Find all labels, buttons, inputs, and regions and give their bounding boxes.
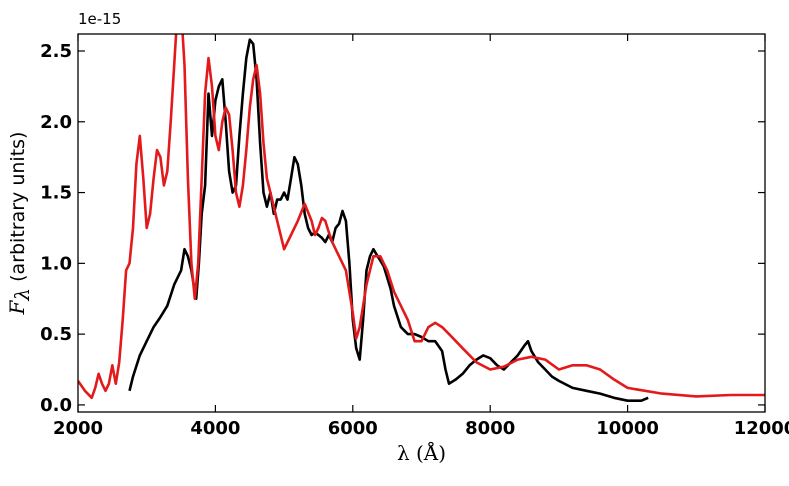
x-tick-label: 8000 — [465, 418, 515, 439]
x-axis-label: λ (Å) — [397, 440, 446, 465]
y-tick-label: 2.0 — [40, 112, 72, 133]
x-tick-label: 10000 — [596, 418, 659, 439]
y-tick-label: 2.5 — [40, 41, 72, 62]
plot-frame — [77, 33, 766, 413]
y-tick-label: 0.0 — [40, 395, 72, 416]
x-tick-label: 6000 — [328, 418, 378, 439]
y-axis-symbol: F — [5, 299, 29, 315]
series-line-black — [128, 38, 649, 403]
y-axis-subscript: λ — [10, 288, 34, 302]
y-tick-label: 0.5 — [40, 324, 72, 345]
y-tick-label: 1.5 — [40, 183, 72, 204]
x-tick-label: 2000 — [53, 418, 103, 439]
y-axis-text: (arbitrary units) — [7, 132, 29, 282]
y-tick-label: 1.0 — [40, 253, 72, 274]
series-line-red — [78, 34, 765, 400]
plot-area — [78, 34, 765, 403]
y-axis-label: Fλ (arbitrary units) — [5, 132, 34, 316]
y-offset-label: 1e-15 — [78, 10, 121, 28]
x-tick-label: 4000 — [190, 418, 240, 439]
